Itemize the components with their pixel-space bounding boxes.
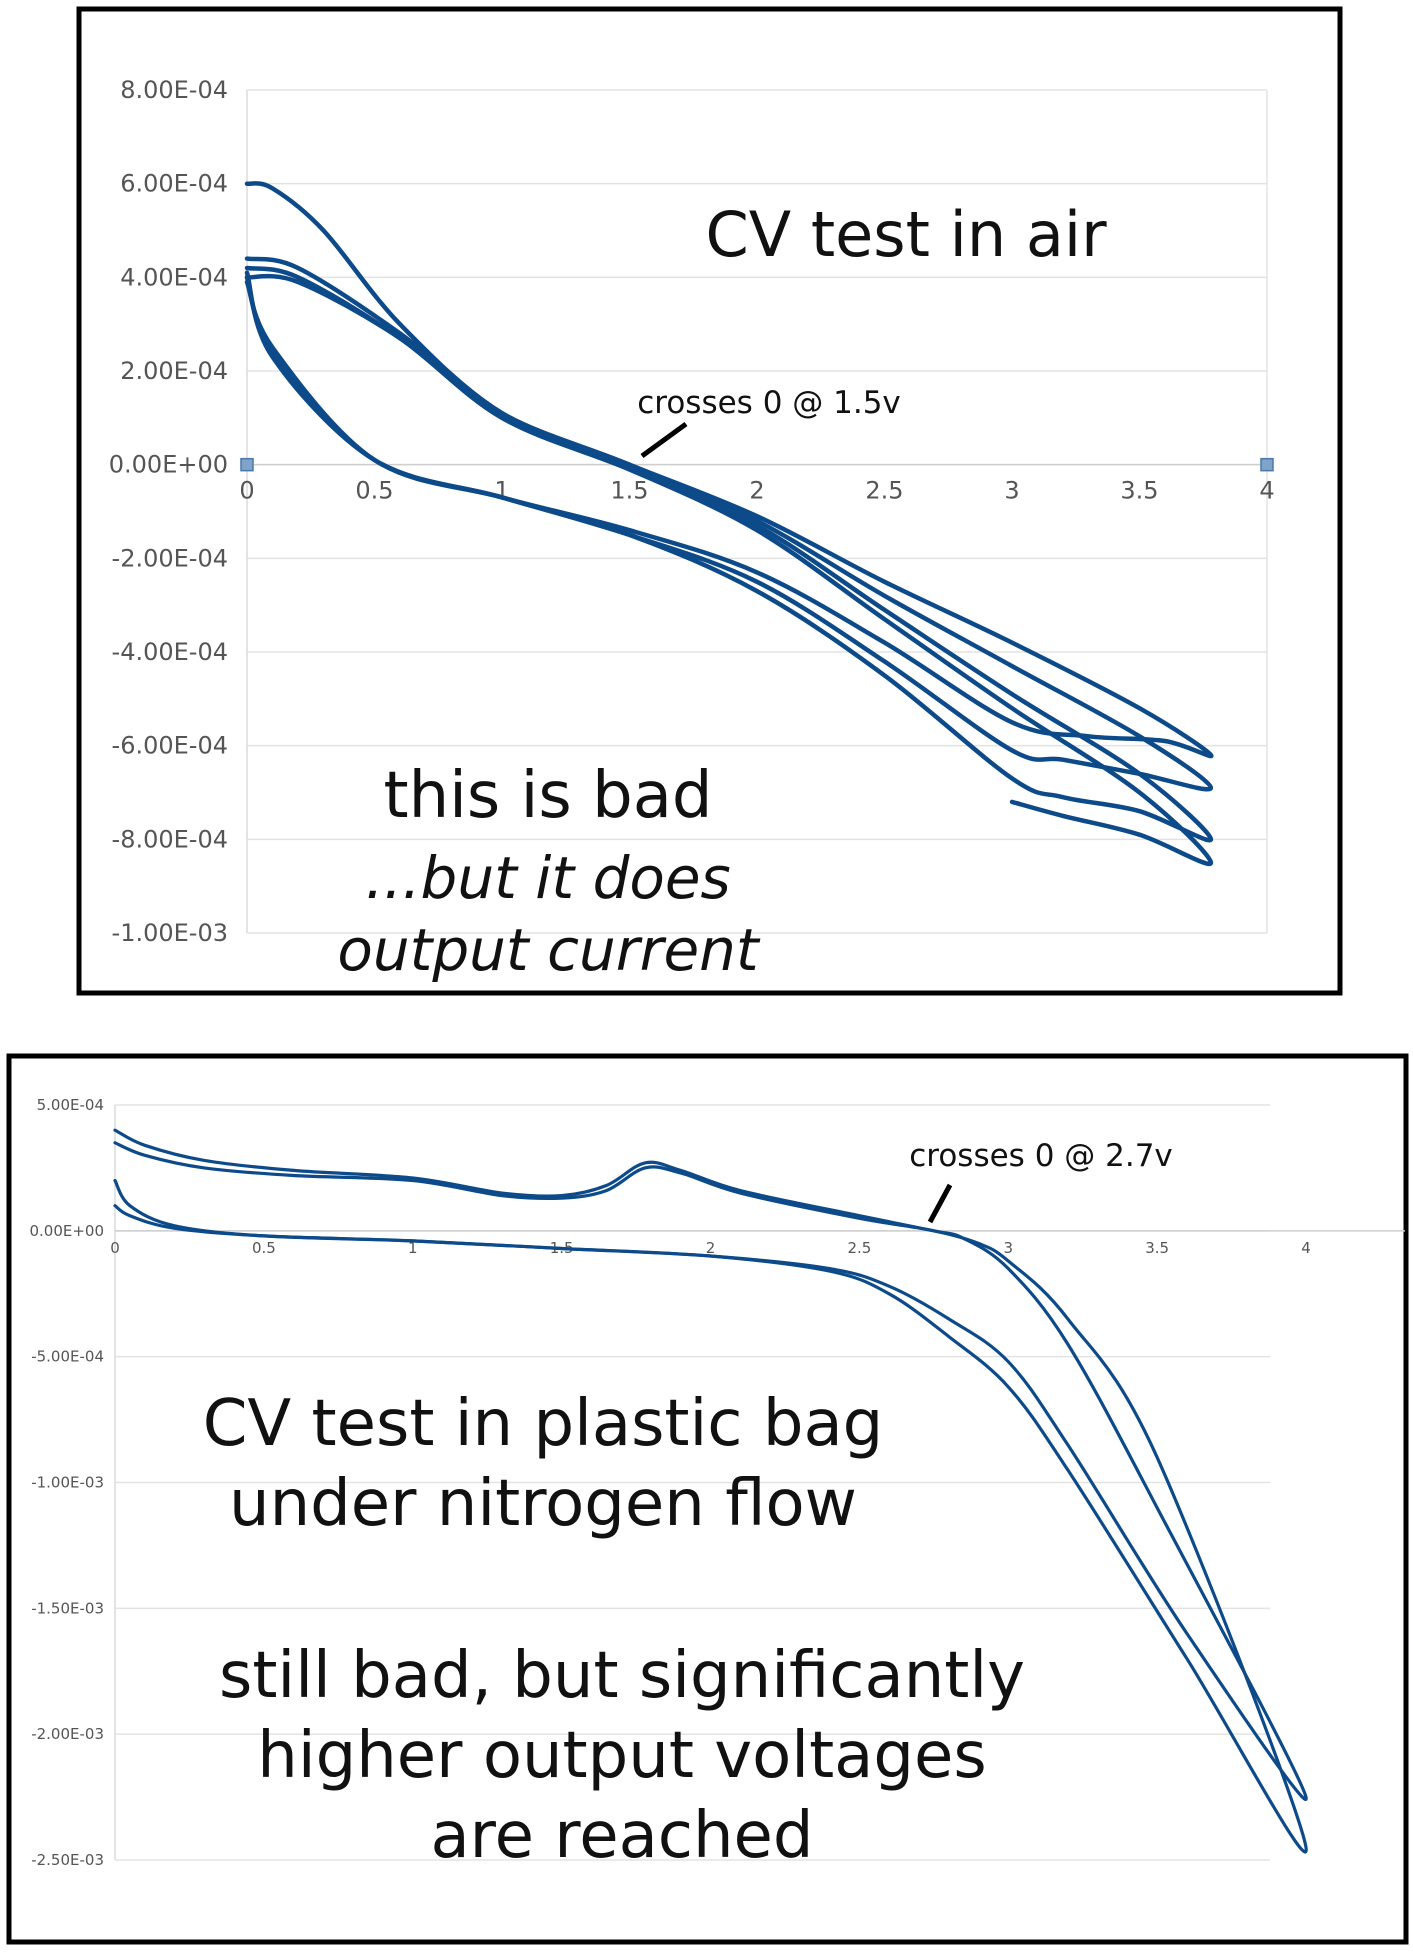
bottom-note-line-1: still bad, but significantly [219, 1639, 1025, 1713]
bottom-series-group [113, 1128, 1308, 1854]
bottom-x-tick-label: 1 [408, 1239, 418, 1257]
bottom-annotation-pointer [927, 1183, 953, 1224]
bottom-y-tick-label: -2.50E-03 [31, 1851, 104, 1869]
top-series-group [244, 181, 1214, 867]
top-chart-title: CV test in air [705, 198, 1107, 271]
top-annotation-pointer [640, 421, 688, 459]
top-x-tick-label: 0 [239, 477, 254, 505]
axis-marker [240, 457, 254, 472]
series-line [244, 273, 1214, 867]
bottom-x-tick-label: 0 [110, 1239, 120, 1257]
top-x-tick-label: 1.5 [610, 477, 648, 505]
top-y-tick-label: 2.00E-04 [120, 357, 228, 385]
bottom-y-tick-label: 5.00E-04 [37, 1096, 104, 1114]
bottom-y-tick-label: -5.00E-04 [31, 1348, 104, 1366]
axis-marker [1260, 457, 1274, 472]
top-y-tick-labels: 8.00E-04 6.00E-04 4.00E-04 2.00E-04 0.00… [109, 76, 228, 947]
bottom-y-tick-label: 0.00E+00 [29, 1222, 104, 1240]
top-y-tick-label: -2.00E-04 [112, 544, 228, 572]
top-note-line-1: this is bad [383, 759, 712, 833]
bottom-x-tick-label: 3 [1003, 1239, 1013, 1257]
bottom-gridlines [114, 1104, 1405, 1861]
top-x-tick-label: 0.5 [355, 477, 393, 505]
top-note-line-3: output current [337, 916, 761, 984]
top-x-tick-label: 2.5 [865, 477, 903, 505]
bottom-title-line-2: under nitrogen flow [229, 1467, 857, 1541]
top-y-tick-label: 6.00E-04 [120, 170, 228, 198]
top-y-tick-label: 8.00E-04 [120, 76, 228, 104]
bottom-y-tick-label: -1.50E-03 [31, 1599, 104, 1617]
top-x-tick-label: 3.5 [1120, 477, 1158, 505]
top-y-tick-label: -1.00E-03 [112, 919, 228, 947]
bottom-x-tick-label: 2.5 [847, 1239, 871, 1257]
bottom-note-line-2: higher output voltages [257, 1719, 986, 1793]
top-markers-group [240, 457, 1274, 472]
bottom-y-tick-label: -1.00E-03 [31, 1474, 104, 1492]
top-y-tick-label: 4.00E-04 [120, 263, 228, 291]
bottom-title-line-1: CV test in plastic bag [203, 1387, 884, 1461]
bottom-x-tick-label: 4 [1301, 1239, 1311, 1257]
top-y-tick-label: -6.00E-04 [112, 732, 228, 760]
series-line [113, 1141, 1308, 1854]
top-x-tick-label: 3 [1004, 477, 1019, 505]
top-annotation-text: crosses 0 @ 1.5v [637, 385, 901, 421]
bottom-note-line-3: are reached [430, 1799, 813, 1873]
bottom-x-tick-label: 3.5 [1145, 1239, 1169, 1257]
bottom-chart-frame [6, 1053, 1409, 1945]
bottom-x-tick-labels: 0 0.5 1 1.5 2 2.5 3 3.5 4 [110, 1239, 1311, 1257]
top-x-tick-label: 2 [749, 477, 764, 505]
top-gridlines [246, 89, 1268, 934]
bottom-y-tick-label: -2.00E-03 [31, 1725, 104, 1743]
bottom-y-tick-labels: 5.00E-04 0.00E+00 -5.00E-04 -1.00E-03 -1… [29, 1096, 104, 1869]
top-note-line-2: ...but it does [365, 844, 731, 912]
top-x-tick-labels: 0 0.5 1 1.5 2 2.5 3 3.5 4 [239, 477, 1274, 505]
top-y-tick-label: -8.00E-04 [112, 825, 228, 853]
bottom-x-tick-label: 2 [706, 1239, 716, 1257]
top-y-tick-label: -4.00E-04 [112, 638, 228, 666]
bottom-x-tick-label: 0.5 [252, 1239, 276, 1257]
top-x-tick-label: 4 [1259, 477, 1274, 505]
bottom-annotation-text: crosses 0 @ 2.7v [909, 1138, 1173, 1174]
top-y-tick-label: 0.00E+00 [109, 451, 228, 479]
